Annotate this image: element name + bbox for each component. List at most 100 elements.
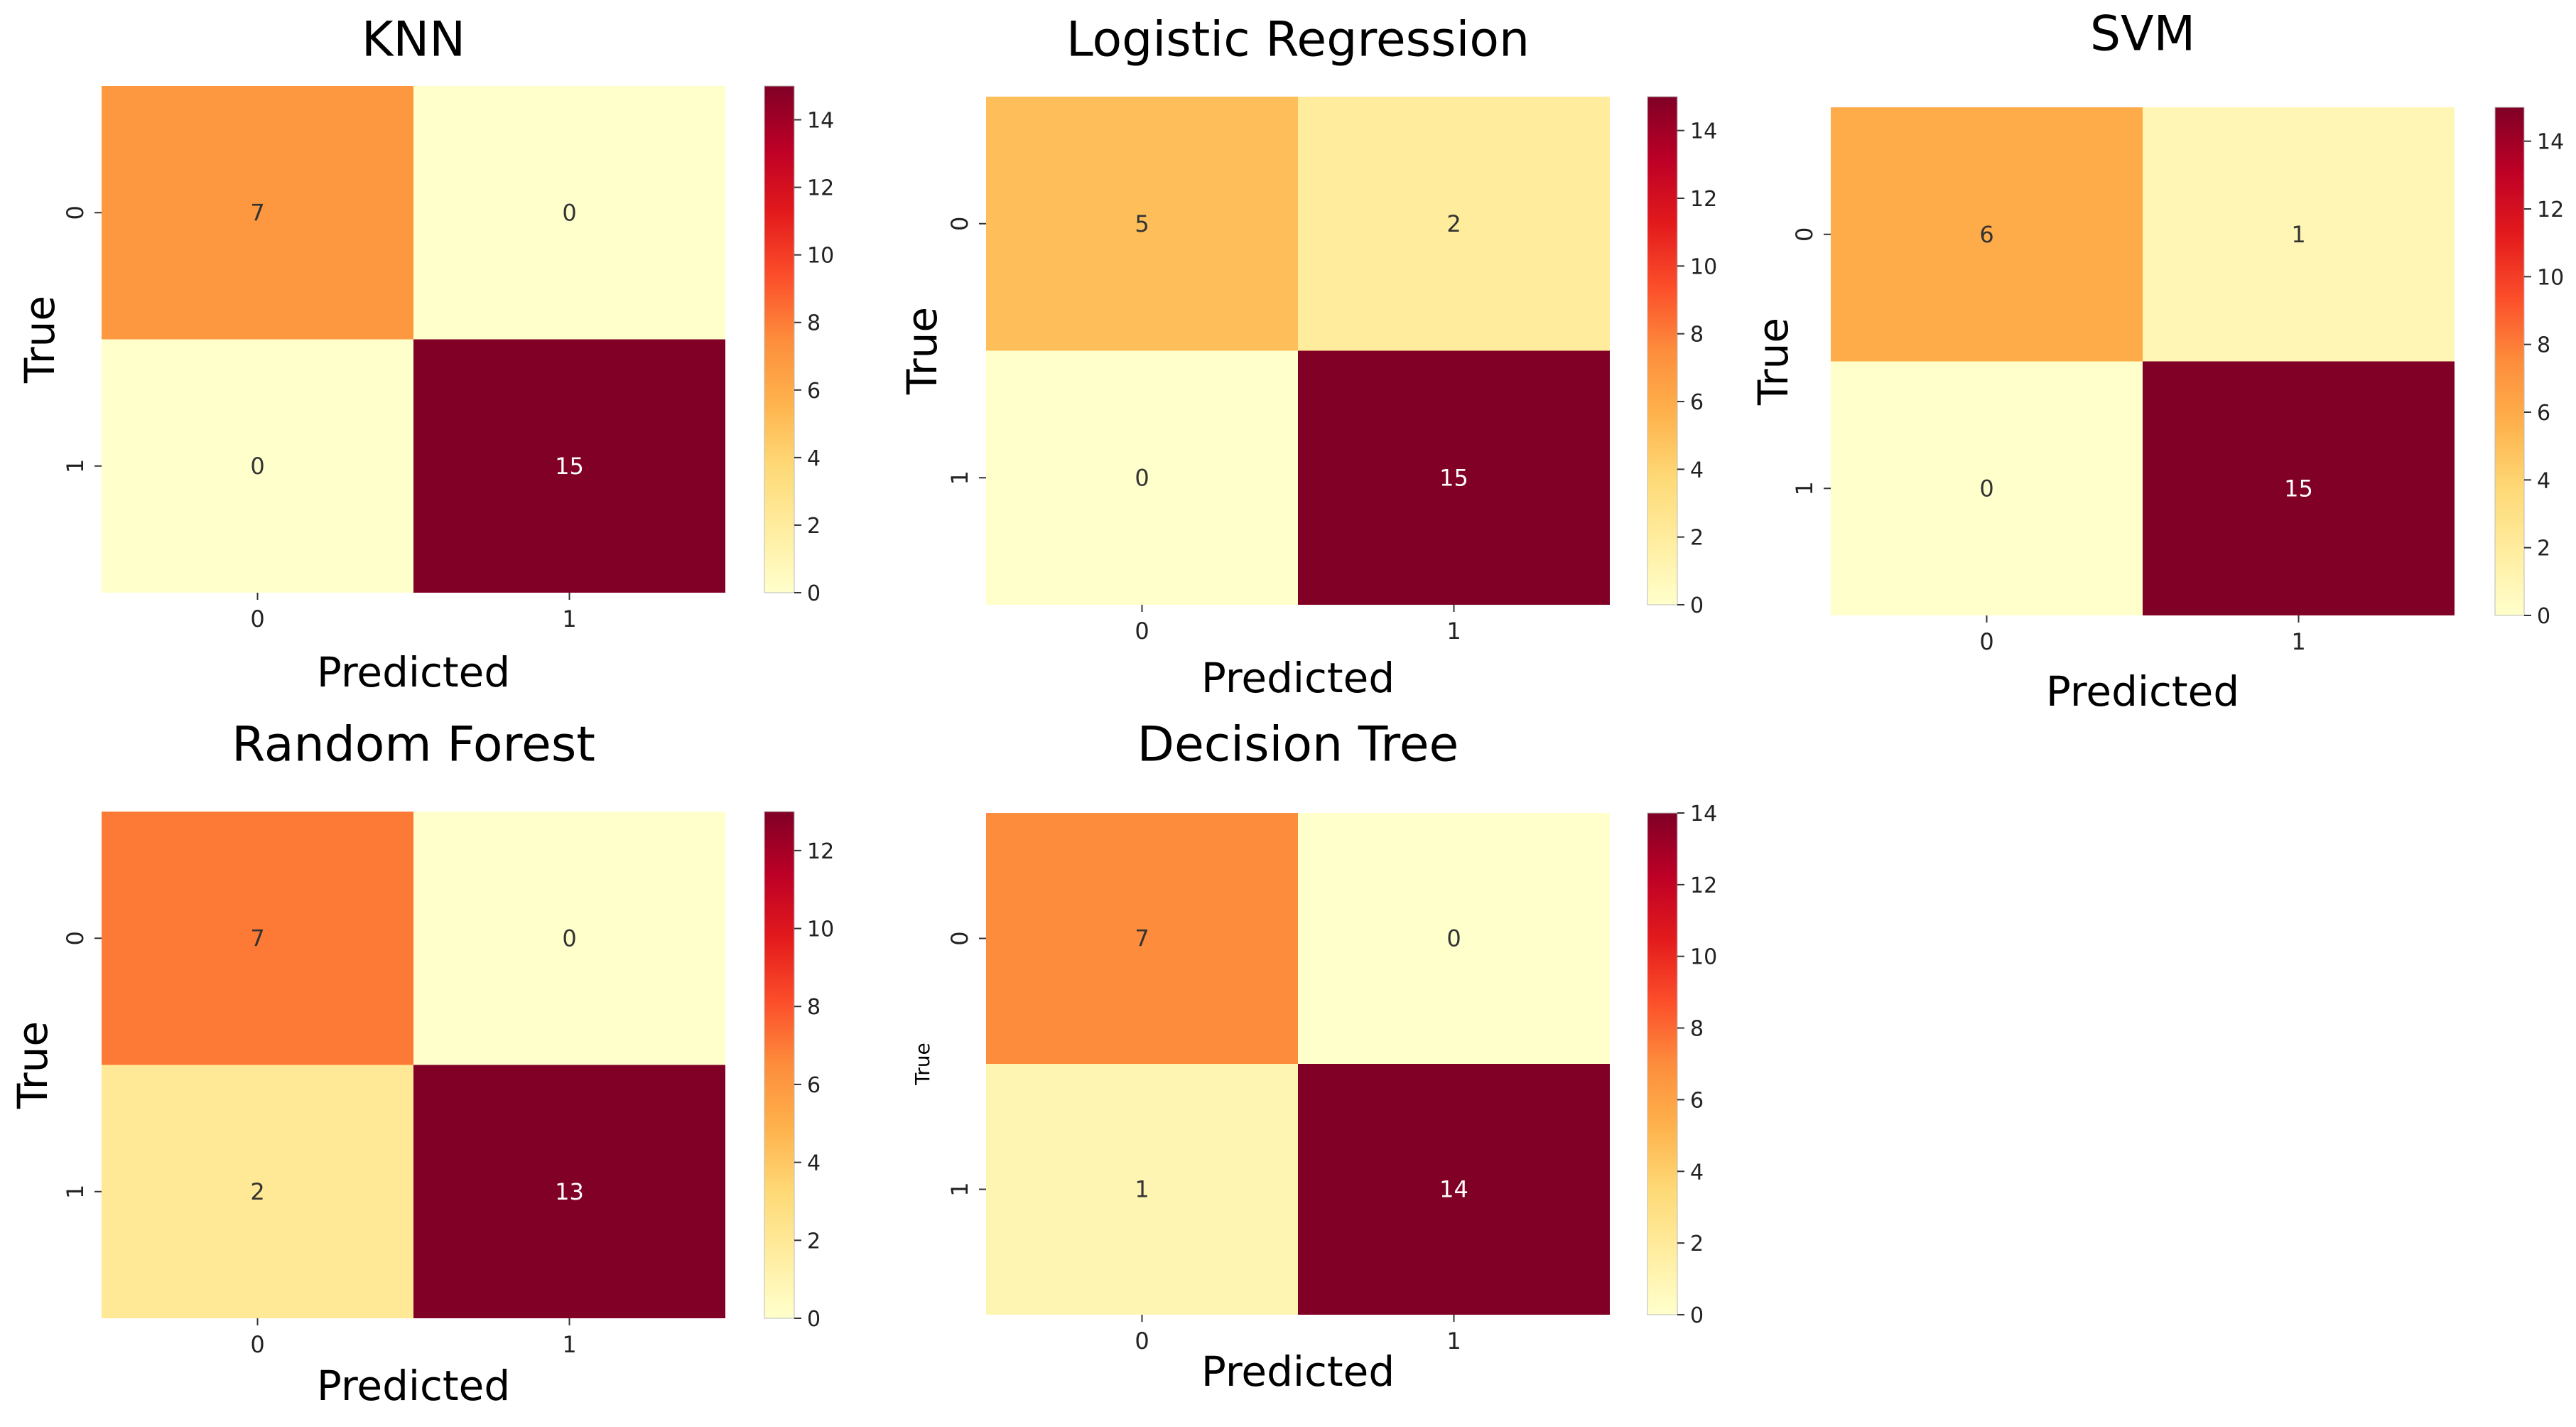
y-tick-label: 0 xyxy=(62,931,89,945)
colorbar-tick-label: 0 xyxy=(2537,604,2550,629)
colorbar xyxy=(764,811,795,1319)
heatmap-cell xyxy=(413,339,725,593)
colorbar-tick-label: 2 xyxy=(807,514,821,539)
heatmap-cell xyxy=(2143,107,2455,362)
colorbar-tick-label: 8 xyxy=(807,995,821,1020)
colorbar-tick-label: 8 xyxy=(807,311,821,336)
colorbar-tick-label: 6 xyxy=(807,1073,821,1098)
colorbar-tick-label: 8 xyxy=(2537,333,2550,358)
colorbar-tick-label: 2 xyxy=(2537,537,2550,561)
colorbar-tick-label: 0 xyxy=(807,581,821,606)
colorbar-tick-label: 10 xyxy=(1690,254,1717,279)
colorbar-tick-label: 4 xyxy=(1690,458,1704,483)
y-axis-title: True xyxy=(898,307,946,395)
heatmap-cell xyxy=(102,812,413,1065)
colorbar-tick-label: 12 xyxy=(807,176,834,201)
cell-value-label: 6 xyxy=(1979,221,1993,248)
heatmap-cell xyxy=(102,1065,413,1318)
colorbar xyxy=(2494,107,2525,616)
y-tick-label: 1 xyxy=(62,459,89,473)
chart-title: Logistic Regression xyxy=(1066,12,1530,68)
cell-value-label: 2 xyxy=(250,1178,264,1205)
y-tick-label: 0 xyxy=(946,931,973,945)
colorbar xyxy=(1647,96,1678,605)
x-tick-label: 1 xyxy=(1446,618,1461,645)
colorbar-tick-label: 12 xyxy=(807,839,834,864)
heatmap-cell xyxy=(413,1065,725,1318)
y-tick-label: 0 xyxy=(946,217,973,231)
cell-value-label: 7 xyxy=(250,925,264,952)
x-axis-title: Predicted xyxy=(1201,654,1395,702)
cell-value-label: 15 xyxy=(2284,475,2313,502)
y-axis-title: True xyxy=(1749,318,1797,406)
y-tick-label: 1 xyxy=(946,470,973,485)
colorbar-tick-label: 2 xyxy=(1690,1232,1704,1256)
colorbar-tick-label: 8 xyxy=(1690,1017,1704,1042)
x-tick-label: 0 xyxy=(1979,628,1993,655)
cell-value-label: 15 xyxy=(1439,464,1468,491)
chart-title: KNN xyxy=(362,12,465,68)
colorbar-tick-label: 4 xyxy=(2537,468,2550,493)
colorbar-tick-label: 14 xyxy=(807,109,834,134)
colorbar-tick-label: 4 xyxy=(1690,1160,1704,1185)
colorbar-tick-label: 4 xyxy=(807,446,821,471)
cell-value-label: 7 xyxy=(1135,925,1149,952)
x-tick-label: 1 xyxy=(1446,1328,1461,1355)
colorbar-tick-label: 6 xyxy=(1690,390,1704,415)
heatmap-cell xyxy=(1298,97,1610,351)
cell-value-label: 0 xyxy=(1979,475,1993,502)
x-tick-label: 0 xyxy=(1135,618,1149,645)
heatmap-cell xyxy=(986,97,1298,351)
cell-value-label: 0 xyxy=(250,453,264,480)
colorbar-tick-label: 10 xyxy=(1690,945,1717,970)
y-tick-label: 0 xyxy=(62,205,89,220)
x-axis-title: Predicted xyxy=(317,648,510,696)
cell-value-label: 0 xyxy=(562,199,576,226)
y-tick-label: 1 xyxy=(1791,481,1818,495)
colorbar-tick-label: 0 xyxy=(1690,593,1704,618)
colorbar-tick-label: 0 xyxy=(1690,1303,1704,1328)
cell-value-label: 14 xyxy=(1439,1176,1468,1203)
heatmap-cell xyxy=(1298,813,1610,1064)
heatmap-cell xyxy=(1298,1064,1610,1315)
colorbar-tick-label: 10 xyxy=(807,244,834,269)
x-tick-label: 1 xyxy=(562,1331,576,1358)
colorbar-tick-label: 2 xyxy=(807,1229,821,1254)
x-tick-label: 1 xyxy=(562,605,576,632)
colorbar xyxy=(764,85,795,593)
colorbar xyxy=(1647,812,1678,1315)
cell-value-label: 5 xyxy=(1135,210,1149,237)
cell-value-label: 2 xyxy=(1446,210,1461,237)
y-tick-label: 1 xyxy=(946,1182,973,1196)
heatmap-cell xyxy=(413,812,725,1065)
heatmap-cell xyxy=(986,350,1298,605)
heatmap-cell xyxy=(1831,107,2143,362)
colorbar-tick-label: 2 xyxy=(1690,526,1704,551)
y-axis-title: True xyxy=(16,296,64,384)
colorbar-tick-label: 12 xyxy=(1690,187,1717,212)
x-tick-label: 1 xyxy=(2291,628,2305,655)
cell-value-label: 13 xyxy=(555,1178,584,1205)
cell-value-label: 1 xyxy=(1135,1176,1149,1203)
cell-value-label: 1 xyxy=(2291,221,2305,248)
heatmap-cell xyxy=(413,86,725,340)
chart-title: Decision Tree xyxy=(1137,717,1459,773)
heatmap-cell xyxy=(102,86,413,340)
chart-title: Random Forest xyxy=(232,717,595,773)
colorbar-tick-label: 14 xyxy=(1690,119,1717,144)
colorbar-tick-label: 12 xyxy=(2537,198,2564,222)
chart-title: SVM xyxy=(2090,6,2195,63)
heatmap-cell xyxy=(1298,350,1610,605)
cell-value-label: 0 xyxy=(1446,925,1461,952)
x-tick-label: 0 xyxy=(1135,1328,1149,1355)
colorbar-tick-label: 6 xyxy=(1690,1088,1704,1113)
colorbar-tick-label: 10 xyxy=(807,917,834,942)
colorbar-tick-label: 10 xyxy=(2537,265,2564,290)
colorbar-tick-label: 14 xyxy=(2537,130,2564,155)
x-axis-title: Predicted xyxy=(317,1362,510,1410)
